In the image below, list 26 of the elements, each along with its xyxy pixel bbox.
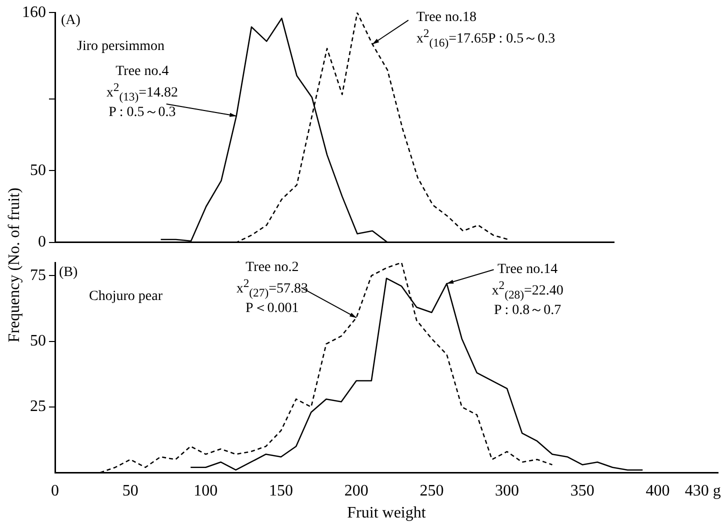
y-tick-label: 160 (22, 4, 46, 21)
annotation: Tree no.18 x$^{2}$$_{(16)}$=17.65P : 0.5～0.3 (416, 10, 556, 52)
x-tick-label: 350 (570, 482, 594, 500)
x-tick-label: 300 (495, 482, 520, 500)
annotation: Tree no.2 x$^{2}$$_{(27)}$=57.83 P＜0.001 (236, 260, 308, 318)
annotation: Tree no.14 x$^{2}$$_{(28)}$=22.40 P : 0.8～0.7 (492, 262, 564, 320)
y-tick-label: 25 (30, 398, 46, 416)
x-tick-label: 0 (51, 482, 59, 500)
y-tick-label: 0 (38, 234, 46, 251)
annotation: Tree no.4 x$^{2}$$_{(13)}$=14.82 P : 0.5～0.3 (106, 64, 178, 122)
y-tick-label: 75 (30, 266, 46, 284)
y-axis-title: Frequency (No. of fruit) (6, 186, 24, 344)
x-tick-label: 50 (122, 482, 138, 500)
annotation: (B) (59, 264, 78, 281)
y-tick-label: 50 (30, 162, 46, 179)
x-tick-label: 250 (420, 482, 444, 500)
x-tick-label: 400 (646, 482, 670, 500)
annotation: Jiro persimmon (77, 38, 164, 55)
annotation: Chojuro pear (89, 288, 162, 305)
annotation: (A) (61, 12, 80, 29)
x-tick-label: 150 (269, 482, 294, 500)
x-axis-title: Fruit weight (347, 504, 426, 522)
y-tick-label: 50 (30, 332, 46, 350)
x-tick-label: 430 g (684, 482, 721, 500)
x-tick-label: 200 (344, 482, 368, 500)
x-tick-label: 100 (194, 482, 218, 500)
